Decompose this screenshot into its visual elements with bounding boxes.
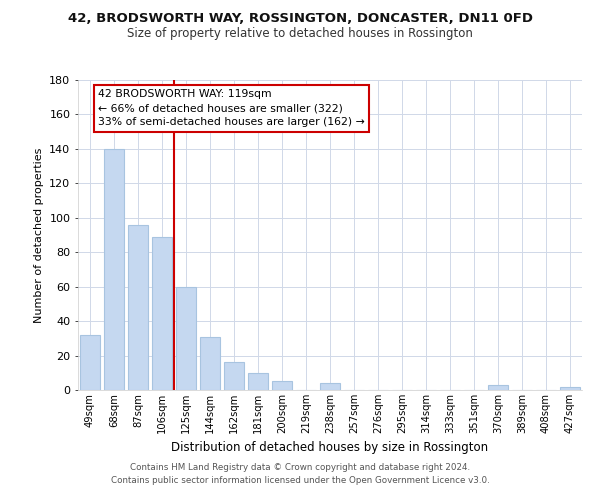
Bar <box>176 286 196 390</box>
Y-axis label: Number of detached properties: Number of detached properties <box>34 148 44 322</box>
Text: 42, BRODSWORTH WAY, ROSSINGTON, DONCASTER, DN11 0FD: 42, BRODSWORTH WAY, ROSSINGTON, DONCASTE… <box>67 12 533 26</box>
Text: 42 BRODSWORTH WAY: 119sqm
← 66% of detached houses are smaller (322)
33% of semi: 42 BRODSWORTH WAY: 119sqm ← 66% of detac… <box>98 90 365 128</box>
Bar <box>224 362 244 390</box>
Bar <box>272 382 292 390</box>
Bar <box>80 335 100 390</box>
Text: Size of property relative to detached houses in Rossington: Size of property relative to detached ho… <box>127 28 473 40</box>
Bar <box>152 236 172 390</box>
Bar <box>560 386 580 390</box>
Bar <box>488 385 508 390</box>
X-axis label: Distribution of detached houses by size in Rossington: Distribution of detached houses by size … <box>172 442 488 454</box>
Bar <box>248 373 268 390</box>
Bar <box>128 224 148 390</box>
Text: Contains public sector information licensed under the Open Government Licence v3: Contains public sector information licen… <box>110 476 490 485</box>
Bar <box>200 336 220 390</box>
Bar <box>104 149 124 390</box>
Text: Contains HM Land Registry data © Crown copyright and database right 2024.: Contains HM Land Registry data © Crown c… <box>130 462 470 471</box>
Bar <box>320 383 340 390</box>
